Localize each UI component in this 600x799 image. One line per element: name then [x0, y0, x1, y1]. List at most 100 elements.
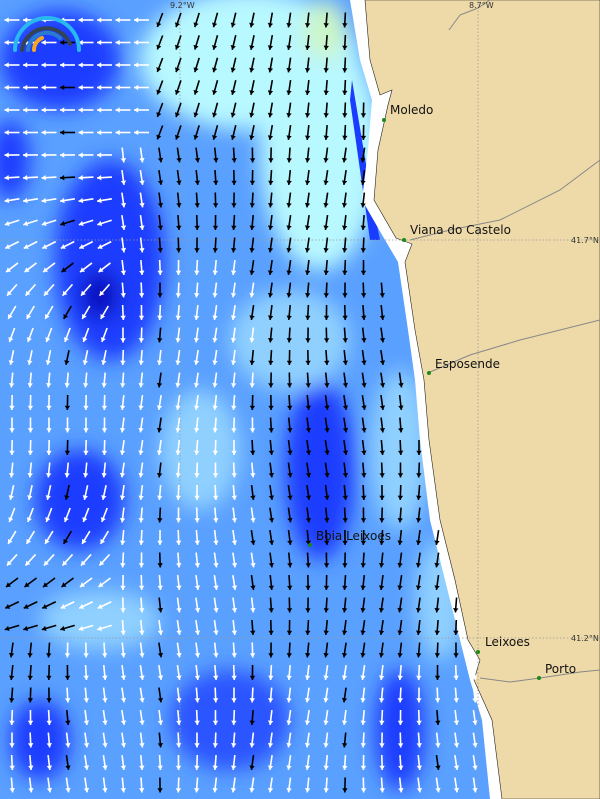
current-arrow-head [379, 720, 385, 725]
current-arrow-head [8, 360, 14, 365]
current-arrow-head [268, 428, 274, 433]
current-arrow-head [25, 290, 31, 296]
current-arrow-head [134, 62, 139, 68]
place-label-leixoes: Leixoes [485, 635, 530, 649]
current-arrow-head [360, 788, 367, 793]
current-arrow-head [249, 90, 255, 95]
current-arrow-head [4, 129, 9, 136]
current-arrow-head [304, 180, 311, 185]
current-arrow-head [5, 244, 11, 249]
current-arrow-head [213, 607, 219, 613]
current-arrow-head [194, 720, 200, 725]
current-arrow-head [82, 360, 88, 365]
current-arrow-head [231, 607, 238, 613]
current-arrow-head [324, 495, 330, 500]
current-arrow-head [175, 788, 182, 793]
current-arrow-head [415, 562, 422, 568]
current-arrow-head [360, 518, 367, 523]
current-arrow-head [194, 270, 200, 275]
current-arrow-head [102, 765, 108, 770]
current-arrow-head [176, 630, 182, 635]
current-arrow-head [267, 22, 274, 28]
current-arrow-head [415, 607, 422, 613]
current-arrow-head [341, 180, 348, 185]
current-arrow-head [5, 604, 11, 609]
current-arrow-head [213, 630, 219, 635]
current-arrow-head [342, 338, 348, 343]
current-arrow-head [139, 180, 145, 185]
current-arrow-head [397, 743, 404, 748]
current-arrow-head [360, 540, 367, 545]
current-arrow-head [120, 742, 127, 748]
current-arrow-head [378, 630, 385, 635]
current-arrow-head [342, 427, 349, 433]
current-arrow-head [231, 158, 237, 163]
current-arrow-head [176, 225, 182, 230]
current-arrow-head [6, 560, 12, 566]
current-arrow-head [156, 472, 163, 478]
current-arrow-head [176, 607, 182, 613]
current-arrow-head [120, 338, 126, 343]
current-arrow-head [27, 360, 33, 365]
lon-label: 9.2°W [170, 1, 195, 10]
current-arrow-head [46, 675, 52, 680]
current-arrow-head [249, 405, 256, 410]
current-arrow-head [324, 540, 330, 545]
current-arrow-head [212, 473, 219, 478]
current-arrow-head [157, 157, 164, 163]
current-arrow-head [4, 62, 9, 68]
current-arrow-head [213, 180, 219, 185]
gauge-arc-logo-icon[interactable] [13, 16, 81, 52]
current-arrow-head [230, 270, 237, 275]
current-arrow-head [101, 360, 107, 365]
current-arrow-head [157, 202, 164, 208]
current-arrow-head [360, 495, 367, 500]
current-arrow-head [157, 540, 163, 545]
current-arrow-head [120, 202, 127, 208]
current-arrow-head [4, 152, 9, 158]
current-arrow-head [250, 607, 256, 613]
current-arrow-head [378, 607, 385, 613]
current-arrow-head [286, 697, 292, 703]
current-arrow-head [342, 360, 349, 365]
current-arrow-head [138, 518, 144, 523]
current-arrow-head [120, 540, 126, 545]
current-arrow-head [268, 540, 275, 545]
current-arrow-head [64, 405, 71, 410]
current-arrow-head [78, 84, 83, 91]
current-arrow-head [324, 518, 330, 523]
current-arrow-head [249, 428, 256, 433]
current-arrow-head [83, 765, 90, 770]
current-arrow-head [305, 585, 311, 590]
current-arrow-head [360, 675, 366, 680]
current-arrow-head [120, 675, 127, 680]
current-arrow-head [175, 518, 182, 523]
current-arrow-head [230, 90, 236, 95]
current-arrow-head [9, 743, 15, 748]
current-arrow-head [323, 113, 329, 118]
current-arrow-head [490, 787, 497, 793]
current-arrow-head [361, 382, 367, 388]
current-arrow-head [249, 742, 255, 748]
current-arrow-head [62, 290, 68, 296]
current-speed-field [0, 0, 465, 790]
current-arrow-head [249, 22, 255, 28]
current-arrow-head [212, 112, 218, 118]
current-arrow-head [134, 129, 139, 136]
current-arrow-head [4, 625, 10, 631]
current-arrow-head [120, 765, 127, 770]
current-arrow-head [341, 225, 348, 230]
current-arrow-head [213, 540, 219, 545]
current-arrow-head [9, 765, 15, 770]
current-arrow-head [250, 473, 256, 478]
current-arrow-head [156, 89, 162, 95]
current-arrow-head [176, 585, 182, 590]
current-arrow-head [286, 202, 292, 208]
current-arrow-head [102, 675, 108, 680]
current-arrow-head [27, 428, 34, 433]
current-arrow-head [212, 270, 218, 275]
current-arrow-head [194, 248, 200, 253]
current-arrow-head [139, 697, 145, 703]
current-arrow-head [212, 315, 218, 320]
